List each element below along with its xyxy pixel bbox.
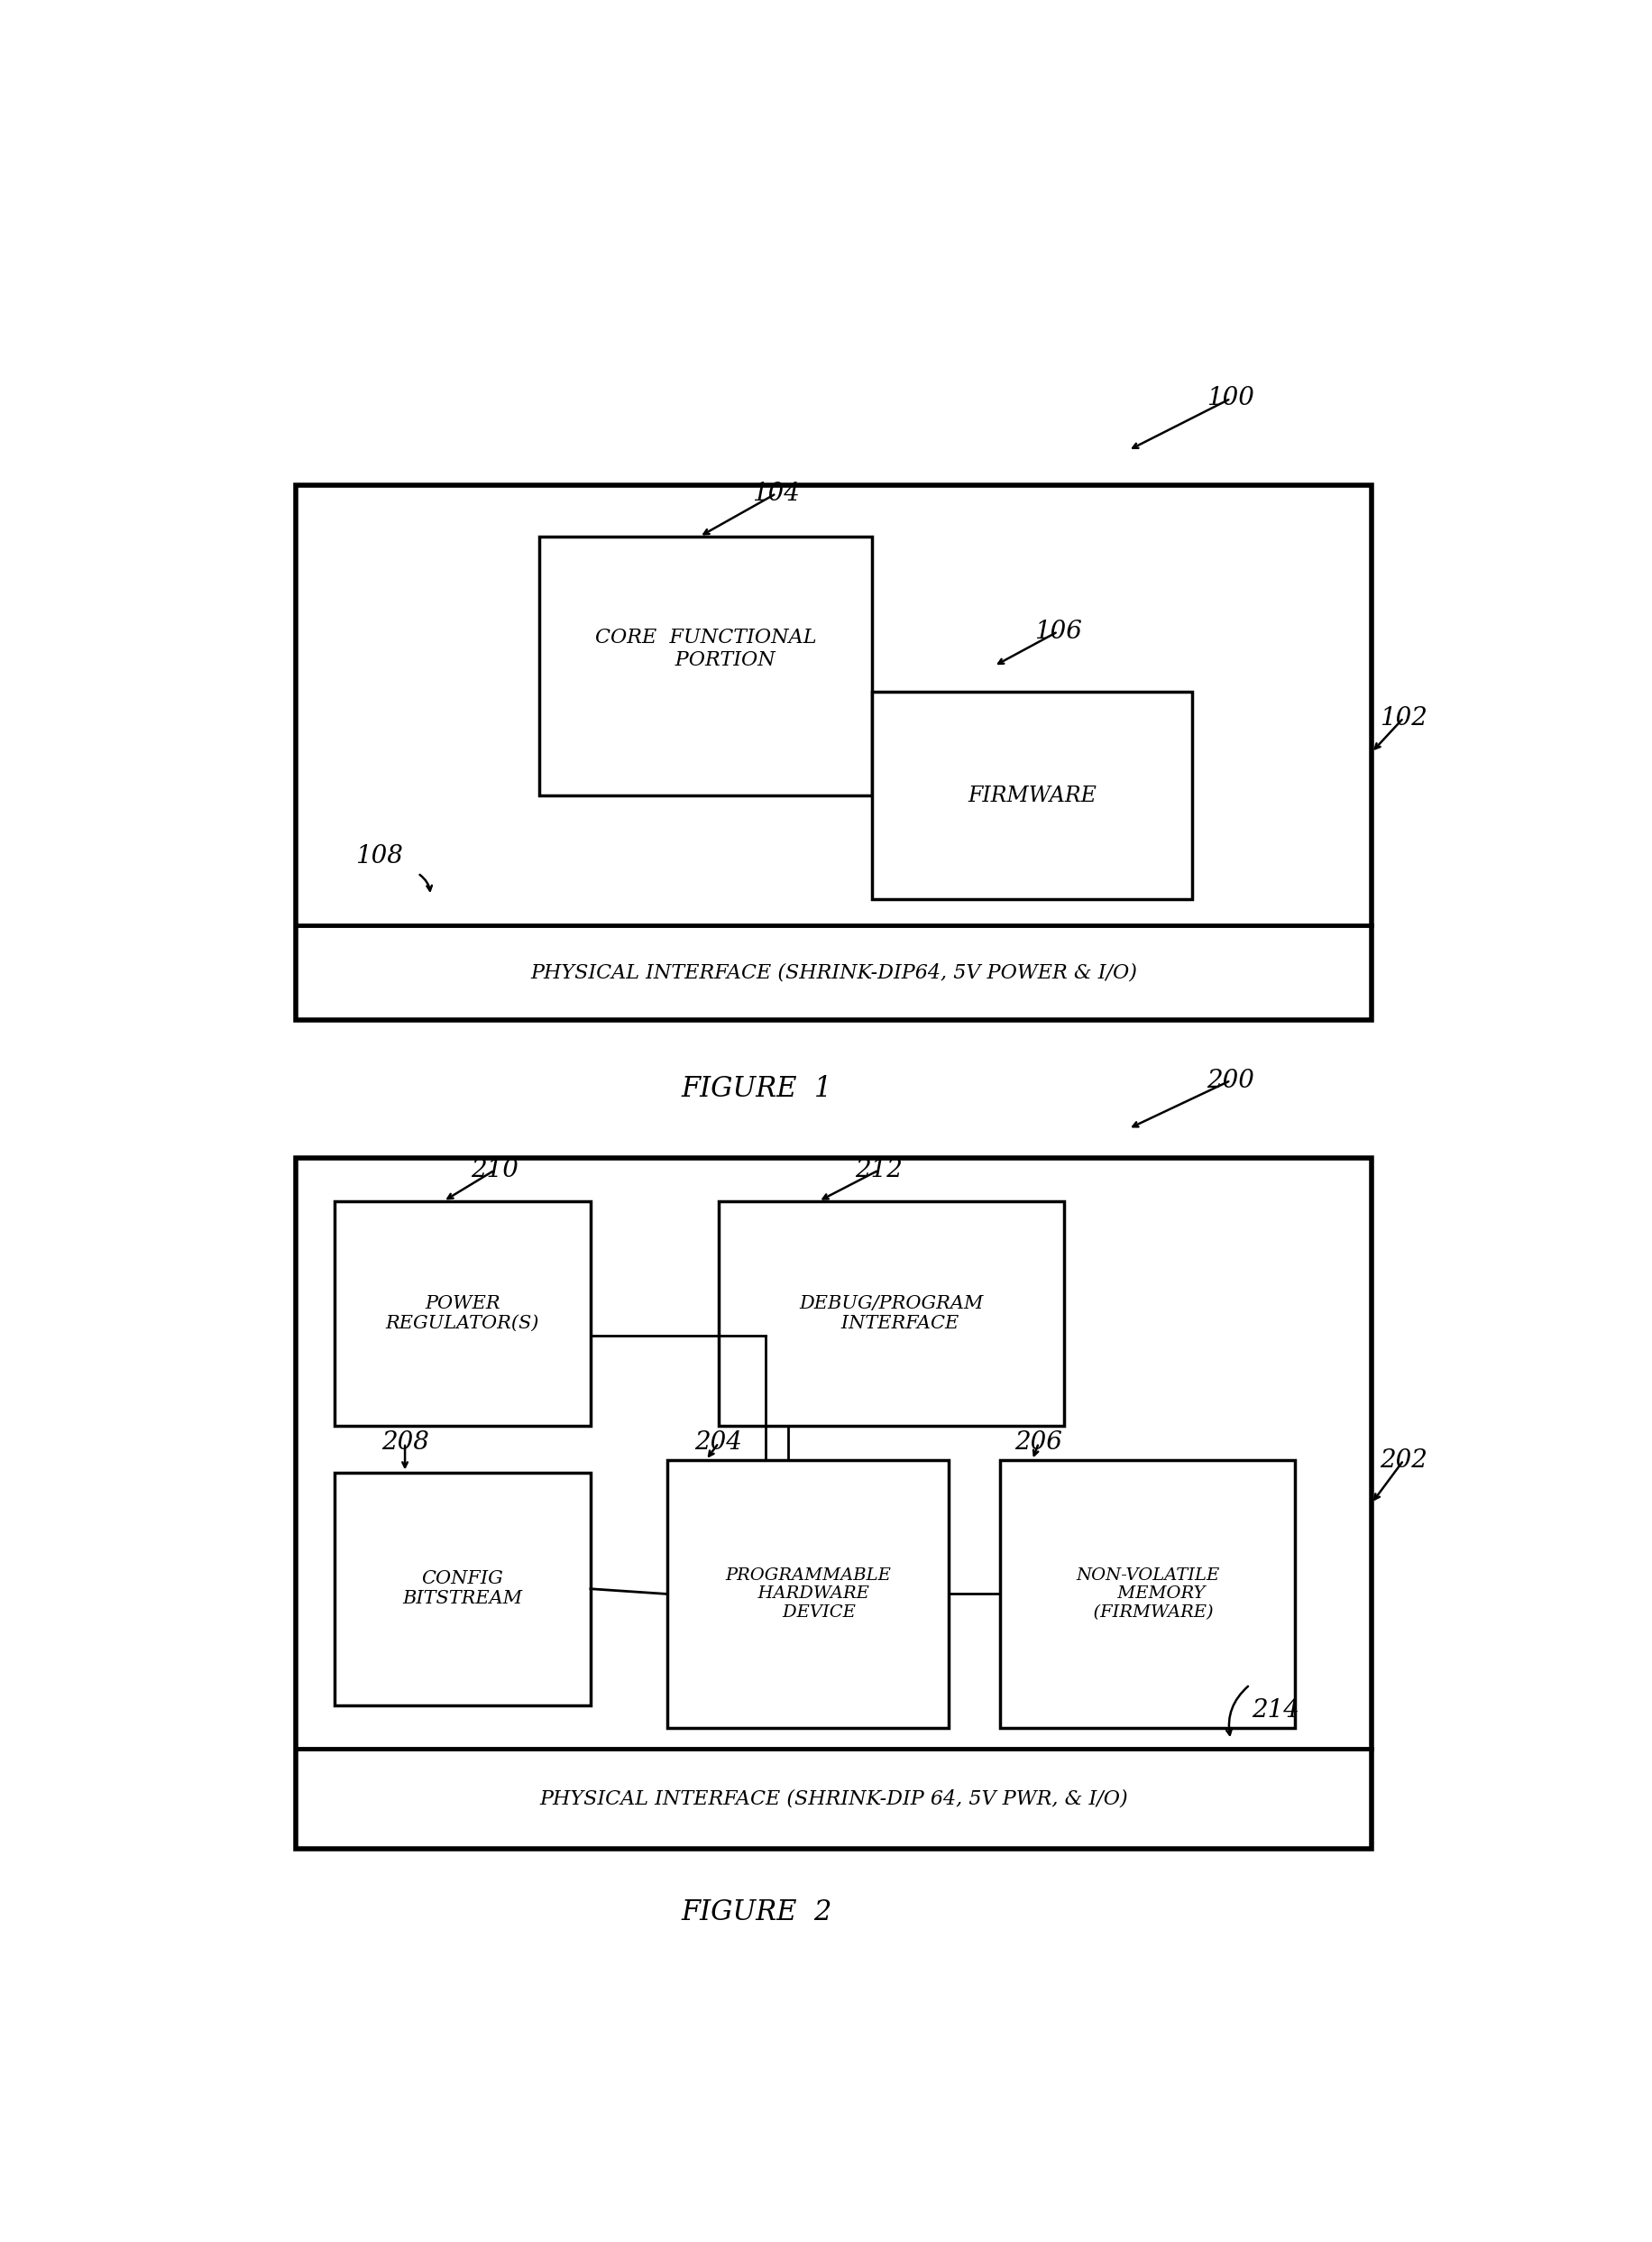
Bar: [296, 1159, 1371, 1850]
Bar: [296, 484, 1371, 1020]
Text: PROGRAMMABLE
  HARDWARE
    DEVICE: PROGRAMMABLE HARDWARE DEVICE: [725, 1567, 890, 1621]
Text: 204: 204: [695, 1430, 742, 1455]
Text: PHYSICAL INTERFACE (SHRINK-DIP 64, 5V PWR, & I/O): PHYSICAL INTERFACE (SHRINK-DIP 64, 5V PW…: [540, 1789, 1128, 1809]
Bar: [539, 536, 872, 796]
Text: 200: 200: [1208, 1067, 1254, 1092]
Bar: [334, 1473, 591, 1706]
Text: 108: 108: [355, 843, 403, 868]
Text: FIRMWARE: FIRMWARE: [968, 785, 1097, 805]
Text: 214: 214: [1252, 1699, 1300, 1722]
Text: 202: 202: [1379, 1448, 1427, 1473]
Text: CONFIG
BITSTREAM: CONFIG BITSTREAM: [403, 1569, 522, 1608]
Text: 210: 210: [471, 1159, 519, 1182]
Bar: [999, 1460, 1295, 1729]
Bar: [872, 693, 1193, 899]
Text: 100: 100: [1208, 386, 1254, 410]
Text: PHYSICAL INTERFACE (SHRINK-DIP64, 5V POWER & I/O): PHYSICAL INTERFACE (SHRINK-DIP64, 5V POW…: [530, 962, 1137, 982]
Text: 212: 212: [854, 1159, 902, 1182]
Text: 206: 206: [1014, 1430, 1062, 1455]
Text: 104: 104: [752, 482, 800, 507]
Bar: [719, 1202, 1064, 1426]
Bar: [334, 1202, 591, 1426]
Text: DEBUG/PROGRAM
   INTERFACE: DEBUG/PROGRAM INTERFACE: [800, 1296, 983, 1332]
Text: 208: 208: [382, 1430, 430, 1455]
Text: 106: 106: [1034, 619, 1082, 643]
Text: FIGURE  2: FIGURE 2: [682, 1899, 833, 1926]
Bar: [667, 1460, 948, 1729]
Text: CORE  FUNCTIONAL
      PORTION: CORE FUNCTIONAL PORTION: [595, 628, 816, 670]
Text: 102: 102: [1379, 706, 1427, 731]
Text: POWER
REGULATOR(S): POWER REGULATOR(S): [387, 1296, 539, 1332]
Text: FIGURE  1: FIGURE 1: [682, 1076, 833, 1103]
Text: NON-VOLATILE
     MEMORY
  (FIRMWARE): NON-VOLATILE MEMORY (FIRMWARE): [1075, 1567, 1219, 1621]
